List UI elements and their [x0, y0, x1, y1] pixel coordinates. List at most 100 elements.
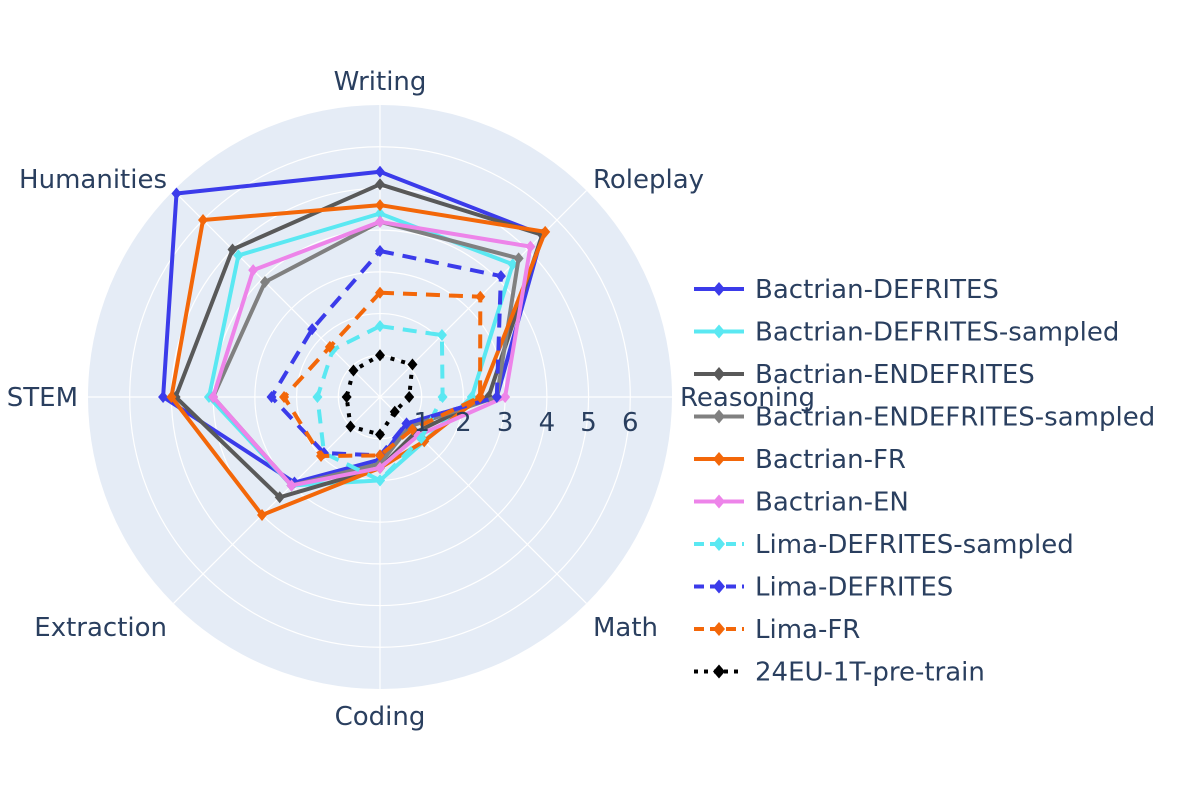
data-point	[312, 391, 323, 403]
legend-item[interactable]: Bactrian-DEFRITES	[694, 275, 999, 305]
legend-marker	[713, 324, 725, 339]
grid-spoke	[173, 190, 381, 398]
legend-label: Lima-DEFRITES-sampled	[755, 530, 1074, 560]
data-point	[274, 491, 285, 504]
radial-tick-label: 4	[539, 408, 556, 438]
axis-label-humanities: Humanities	[19, 165, 167, 195]
series-line	[344, 353, 415, 437]
data-point	[375, 199, 385, 212]
data-point	[513, 252, 524, 265]
axis-label-math: Math	[593, 613, 658, 643]
data-point	[416, 432, 427, 445]
axis-label-writing: Writing	[334, 67, 427, 97]
legend-label: Bactrian-EN	[755, 488, 909, 518]
axis-label-reasoning: Reasoning	[680, 383, 815, 413]
data-point	[375, 245, 385, 257]
legend-marker	[713, 537, 725, 551]
grid-spoke	[173, 396, 381, 604]
legend-label: Lima-DEFRITES	[755, 573, 953, 603]
data-point	[437, 391, 448, 403]
radial-tick-label: 5	[580, 408, 597, 438]
data-point	[324, 340, 335, 353]
legend-marker	[713, 494, 725, 509]
data-point	[259, 275, 270, 288]
legend-marker	[713, 452, 725, 466]
legend-label: Bactrian-ENDEFRITES	[755, 360, 1035, 390]
data-point	[375, 207, 385, 220]
legend-item[interactable]: Lima-DEFRITES	[694, 573, 953, 603]
data-point	[348, 364, 359, 377]
data-point	[248, 264, 259, 277]
data-point	[500, 391, 511, 403]
data-point	[316, 449, 327, 462]
series-lima-fr	[279, 286, 486, 462]
radial-tick-label: 3	[497, 408, 514, 438]
legend-item[interactable]: Lima-FR	[694, 615, 860, 645]
data-point	[208, 391, 219, 403]
data-point	[198, 214, 209, 227]
legend-marker	[713, 622, 725, 636]
data-point	[525, 240, 536, 253]
data-point	[495, 270, 506, 283]
data-point	[286, 479, 297, 492]
legend-item[interactable]: Bactrian-ENDEFRITES-sampled	[694, 403, 1155, 433]
legend-item[interactable]: Bactrian-FR	[694, 445, 906, 475]
data-point	[436, 329, 447, 342]
axis-label-stem: STEM	[7, 383, 78, 413]
data-point	[257, 508, 268, 521]
axis-label-coding: Coding	[335, 702, 426, 732]
legend-label: Lima-FR	[755, 615, 860, 645]
series-line	[315, 324, 445, 483]
data-point	[401, 417, 412, 430]
data-point	[375, 178, 385, 191]
axis-label-extraction: Extraction	[34, 613, 167, 643]
radial-tick-label: 1	[413, 408, 430, 438]
legend-marker	[713, 579, 725, 594]
legend-item[interactable]: 24EU-1T-pre-train	[694, 658, 985, 688]
legend-marker	[713, 282, 725, 296]
data-point	[407, 358, 418, 371]
data-point	[491, 391, 502, 403]
data-point	[345, 420, 356, 433]
data-point	[279, 391, 290, 403]
data-point	[307, 323, 318, 336]
data-point	[341, 391, 352, 403]
legend-marker	[713, 664, 725, 679]
data-point	[375, 349, 385, 362]
data-point	[540, 225, 551, 238]
legend-label: Bactrian-ENDEFRITES-sampled	[755, 403, 1155, 433]
legend-label: 24EU-1T-pre-train	[755, 658, 985, 688]
data-point	[227, 243, 238, 256]
data-point	[389, 405, 400, 418]
data-point	[171, 187, 182, 200]
legend-item[interactable]: Bactrian-ENDEFRITES	[694, 360, 1035, 390]
data-point	[407, 423, 418, 436]
data-point	[475, 391, 486, 403]
legend-marker	[713, 409, 725, 424]
legend-label: Bactrian-FR	[755, 445, 906, 475]
radial-tick-label: 6	[622, 408, 639, 438]
legend-label: Bactrian-DEFRITES	[755, 275, 999, 305]
legend-item[interactable]: Bactrian-EN	[694, 488, 909, 518]
data-point	[475, 290, 486, 303]
data-point	[375, 428, 385, 441]
angular-axis-labels: Writing Roleplay Reasoning Math Coding Extrac…	[7, 67, 815, 732]
data-point	[375, 449, 385, 462]
data-point	[233, 249, 244, 262]
series-line	[282, 290, 483, 458]
data-point	[404, 391, 415, 403]
series-layer	[158, 165, 551, 521]
legend-item[interactable]: Bactrian-DEFRITES-sampled	[694, 318, 1119, 348]
legend-label: Bactrian-DEFRITES-sampled	[755, 318, 1119, 348]
legend: Bactrian-DEFRITES Bactrian-DEFRITES-sampl…	[694, 275, 1155, 688]
data-point	[158, 391, 169, 403]
data-point	[375, 286, 385, 299]
data-point	[375, 474, 385, 487]
radial-tick-label: 2	[455, 408, 472, 438]
legend-item[interactable]: Lima-DEFRITES-sampled	[694, 530, 1074, 560]
axis-label-roleplay: Roleplay	[593, 165, 704, 195]
data-point	[166, 391, 177, 403]
data-point	[375, 165, 385, 178]
